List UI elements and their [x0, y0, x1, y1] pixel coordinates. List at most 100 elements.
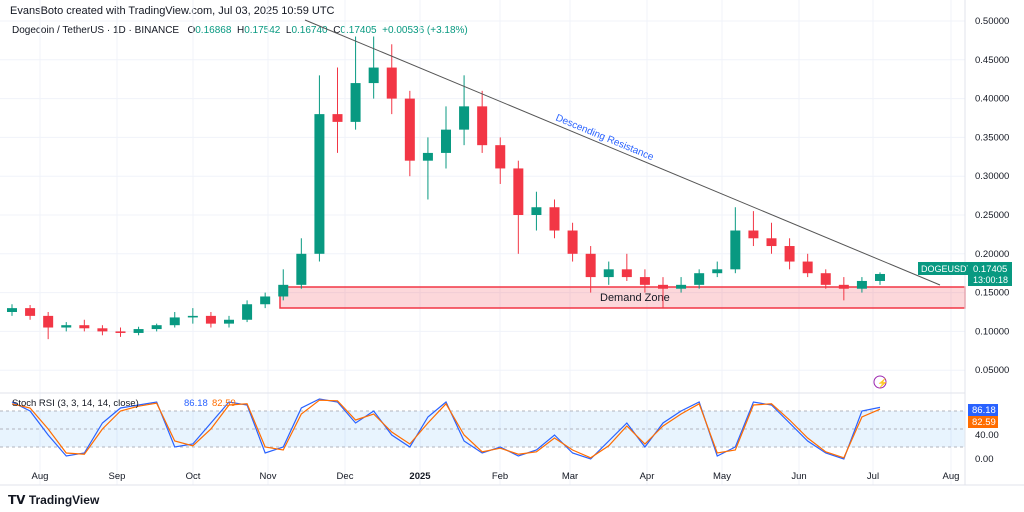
candle-body: [784, 246, 795, 262]
high-label: H: [236, 25, 245, 36]
time-tick-label: Aug: [32, 471, 49, 482]
stoch-title: Stoch RSI (3, 3, 14, 14, close): [12, 398, 139, 409]
candle-body: [567, 230, 578, 254]
candle-body: [386, 67, 397, 99]
candle-body: [79, 325, 90, 329]
tradingview-logo[interactable]: 𝗧𝗩 TradingView: [8, 493, 99, 507]
candle-body: [676, 284, 687, 289]
credit-text: EvansBoto created with TradingView.com, …: [10, 5, 335, 17]
price-tick-label: 0.25000: [975, 210, 1009, 221]
candle-body: [224, 319, 234, 324]
candle-body: [43, 315, 54, 328]
price-tag-value: 0.17405: [973, 264, 1007, 275]
time-tick-label: Aug: [943, 471, 960, 482]
candle-body: [350, 83, 361, 122]
candle-body: [603, 269, 614, 278]
candle-body: [169, 317, 180, 326]
time-tick-label: 2025: [409, 471, 431, 482]
candle-body: [694, 273, 705, 285]
time-tick-label: Oct: [186, 471, 201, 482]
stoch-k-value: 86.18: [184, 398, 208, 409]
descending-resistance-label: Descending Resistance: [554, 113, 656, 164]
candle-body: [531, 207, 542, 215]
candle-body: [151, 325, 162, 330]
k-tag-text: 86.18: [972, 405, 996, 416]
open-value: 0.16868: [195, 25, 232, 36]
low-label: L: [285, 25, 292, 36]
candle-body: [585, 253, 596, 278]
low-value: 0.16740: [291, 25, 328, 36]
time-tick-label: Jul: [867, 471, 879, 482]
descending-resistance-line[interactable]: [304, 19, 941, 286]
time-tick-label: Jun: [791, 471, 806, 482]
open-label: O: [187, 25, 196, 36]
candle-body: [477, 106, 488, 146]
price-tick-label: 0.40000: [975, 94, 1009, 105]
price-tick-label: 0.45000: [975, 55, 1009, 66]
candle-body: [712, 269, 723, 274]
candle-body: [422, 152, 433, 161]
price-tick-label: 0.10000: [975, 326, 1009, 337]
candle-body: [875, 273, 885, 281]
candle-body: [25, 308, 36, 316]
time-tick-label: Dec: [337, 471, 354, 482]
stoch-k-line: [11, 398, 881, 460]
candle-body: [332, 114, 343, 122]
candle-body: [296, 253, 307, 285]
candle-body: [278, 284, 289, 297]
price-tick-label: 0.20000: [975, 249, 1009, 260]
price-tick-label: 0.50000: [975, 16, 1009, 27]
candle-body: [549, 207, 560, 231]
candle-body: [61, 325, 72, 328]
candle-body: [242, 304, 253, 320]
candle-body: [766, 238, 777, 247]
symbol-legend: Dogecoin / TetherUS · 1D · BINANCE O0.16…: [12, 25, 468, 36]
candle-body: [115, 331, 126, 333]
candle-body: [260, 296, 271, 305]
price-tag-countdown: 13:00:18: [973, 275, 1008, 285]
candle-body: [441, 129, 451, 153]
time-tick-label: Nov: [260, 471, 277, 482]
k-tag: [968, 404, 998, 416]
candle-body: [368, 67, 379, 84]
candle-body: [838, 284, 849, 289]
stoch-tick-label: 0.00: [975, 454, 994, 465]
candle-body: [205, 315, 216, 324]
time-tick-label: Feb: [492, 471, 508, 482]
candle-body: [856, 280, 867, 289]
price-tick-label: 0.15000: [975, 288, 1009, 299]
time-tick-label: Sep: [109, 471, 126, 482]
high-value: 0.17542: [244, 25, 281, 36]
candle-body: [513, 168, 524, 215]
candle-body: [730, 230, 741, 270]
candle-body: [495, 145, 506, 169]
stoch-d-value: 82.59: [212, 398, 236, 409]
candle-body: [7, 308, 17, 312]
symbol-tag-text: DOGEUSDT: [921, 264, 973, 274]
price-tick-label: 0.30000: [975, 171, 1009, 182]
candle-body: [802, 261, 813, 274]
candle-body: [748, 230, 759, 239]
symbol-tag: [918, 262, 968, 275]
candle-body: [404, 98, 415, 161]
close-value: 0.17405: [340, 25, 377, 36]
tv-icon: 𝗧𝗩: [8, 493, 29, 507]
symbol-name[interactable]: Dogecoin / TetherUS · 1D · BINANCE: [12, 25, 180, 36]
tradingview-logo-text: TradingView: [28, 493, 100, 507]
time-tick-label: Apr: [640, 471, 655, 482]
d-tag: [968, 416, 998, 428]
stoch-d-line: [11, 399, 881, 459]
candle-body: [459, 106, 470, 130]
demand-zone-label: Demand Zone: [600, 292, 670, 304]
change-value: +0.00536 (+3.18%): [382, 25, 468, 36]
candle-body: [658, 284, 668, 289]
price-tag: [968, 262, 1012, 286]
close-label: C: [333, 25, 341, 36]
candle-body: [621, 269, 632, 278]
candle-body: [820, 273, 831, 285]
lightning-icon[interactable]: [873, 375, 887, 389]
candle-body: [97, 328, 108, 332]
candle-body: [639, 277, 650, 285]
price-tick-label: 0.05000: [975, 365, 1009, 376]
